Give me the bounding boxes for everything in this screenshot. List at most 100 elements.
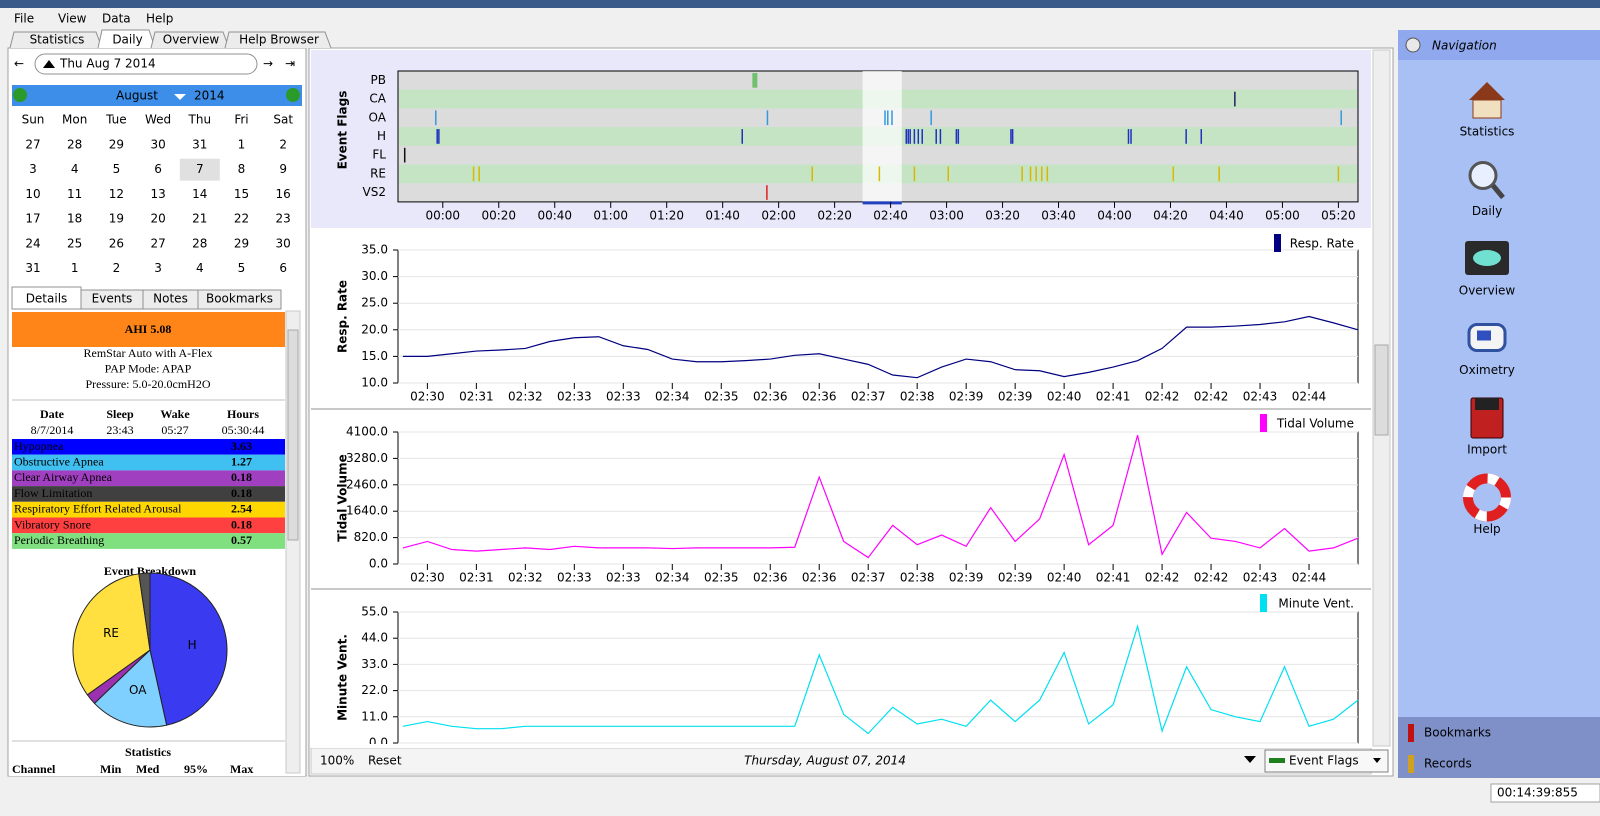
calendar-day[interactable]: 8 xyxy=(238,162,246,176)
nav-item[interactable]: Statistics xyxy=(1460,125,1515,139)
index-value: 1.27 xyxy=(231,454,252,468)
calendar-day[interactable]: 2 xyxy=(113,261,121,275)
selected-day[interactable] xyxy=(179,158,220,181)
y-tick-label: 1640.0 xyxy=(346,504,388,518)
subtab-label[interactable]: Events xyxy=(92,292,133,306)
calendar-day[interactable]: 3 xyxy=(29,162,37,176)
calendar-day[interactable]: 6 xyxy=(279,261,287,275)
date-box[interactable] xyxy=(34,53,258,75)
reset-button[interactable]: Reset xyxy=(368,754,402,768)
calendar-day[interactable]: 27 xyxy=(25,138,40,152)
icon-eye xyxy=(1473,250,1501,266)
ahi: AHI 5.08 xyxy=(125,322,172,336)
chart-title: Minute Vent. xyxy=(336,634,350,721)
zoom-label[interactable]: 100% xyxy=(320,754,354,768)
nav-last[interactable]: ⇥ xyxy=(285,57,295,71)
calendar-day[interactable]: 30 xyxy=(150,138,165,152)
calendar-day[interactable]: 5 xyxy=(238,261,246,275)
calendar-day[interactable]: 6 xyxy=(154,162,162,176)
menu-item[interactable]: Data xyxy=(102,12,131,26)
y-tick-label: 44.0 xyxy=(361,631,388,645)
calendar-day[interactable]: 24 xyxy=(25,236,40,250)
calendar-day[interactable]: 31 xyxy=(25,261,40,275)
nav-item[interactable]: Overview xyxy=(1459,284,1516,298)
calendar-day[interactable]: 27 xyxy=(150,236,165,250)
scroll-thumb[interactable] xyxy=(1374,344,1389,436)
dropdown[interactable] xyxy=(1264,749,1389,773)
calendar-day[interactable]: 31 xyxy=(192,138,207,152)
calendar-day[interactable]: 21 xyxy=(192,212,207,226)
date-text[interactable]: Thu Aug 7 2014 xyxy=(59,57,156,71)
nav-bottom-item[interactable]: Bookmarks xyxy=(1424,726,1491,740)
dropdown-arrow[interactable] xyxy=(1244,756,1256,763)
x-tick-label: 03:00 xyxy=(929,208,964,222)
calendar-day[interactable]: 15 xyxy=(234,187,249,201)
subtab-label[interactable]: Details xyxy=(26,292,68,306)
calendar-day[interactable]: 7 xyxy=(196,162,204,176)
calendar-day[interactable]: 17 xyxy=(25,212,40,226)
calendar-day[interactable]: 29 xyxy=(109,138,124,152)
calendar-day[interactable]: 20 xyxy=(150,212,165,226)
tab[interactable] xyxy=(9,31,103,49)
subtab-label[interactable]: Notes xyxy=(153,292,188,306)
nav-item[interactable]: Daily xyxy=(1472,204,1502,218)
calendar-day[interactable]: 14 xyxy=(192,187,207,201)
calendar-day[interactable]: 26 xyxy=(109,236,124,250)
tab-label[interactable]: Overview xyxy=(163,33,220,47)
summary-header: Hours xyxy=(227,407,259,421)
cal-prev[interactable] xyxy=(13,88,27,102)
calendar-day[interactable]: 16 xyxy=(276,187,291,201)
calendar-day[interactable]: 2 xyxy=(279,138,287,152)
summary-value: 23:43 xyxy=(106,423,133,437)
menu-item[interactable]: File xyxy=(14,12,34,26)
dropdown-label[interactable]: Event Flags xyxy=(1289,754,1359,768)
x-tick-label: 02:30 xyxy=(410,571,445,585)
y-tick-label: 0.0 xyxy=(369,557,388,571)
y-tick-label: 2460.0 xyxy=(346,477,388,491)
nav-item[interactable]: Oximetry xyxy=(1459,363,1515,377)
calendar-day[interactable]: 12 xyxy=(109,187,124,201)
tab[interactable] xyxy=(150,31,230,49)
index-name: Obstructive Apnea xyxy=(14,454,104,468)
nav-next[interactable]: → xyxy=(263,57,273,71)
calendar-day[interactable]: 25 xyxy=(67,236,82,250)
tab-label[interactable]: Statistics xyxy=(30,33,85,47)
nav-item[interactable]: Import xyxy=(1467,443,1507,457)
calendar-day[interactable]: 1 xyxy=(71,261,79,275)
nav-item[interactable]: Help xyxy=(1473,522,1500,536)
calendar-day[interactable]: 23 xyxy=(276,212,291,226)
subtab[interactable] xyxy=(197,289,282,310)
clock: 00:14:39:855 xyxy=(1497,786,1578,800)
x-tick-label: 05:00 xyxy=(1265,208,1300,222)
calendar-day[interactable]: 1 xyxy=(238,138,246,152)
selected-range[interactable] xyxy=(862,71,902,202)
calendar-day[interactable]: 4 xyxy=(71,162,79,176)
calendar-day[interactable]: 18 xyxy=(67,212,82,226)
tab[interactable] xyxy=(224,31,332,49)
tab-label[interactable]: Daily xyxy=(112,33,142,47)
details-scroll-thumb[interactable] xyxy=(287,329,299,541)
calendar-day[interactable]: 4 xyxy=(196,261,204,275)
calendar-day[interactable]: 30 xyxy=(276,236,291,250)
calendar-day[interactable]: 28 xyxy=(67,138,82,152)
nav-bottom-item[interactable]: Records xyxy=(1424,757,1472,771)
tab-label[interactable]: Help Browser xyxy=(239,33,319,47)
calendar-day[interactable]: 10 xyxy=(25,187,40,201)
tab[interactable] xyxy=(97,29,156,49)
calendar-day[interactable]: 11 xyxy=(67,187,82,201)
calendar-day[interactable]: 28 xyxy=(192,236,207,250)
calendar-day[interactable]: 5 xyxy=(113,162,121,176)
calendar-day[interactable]: 9 xyxy=(279,162,287,176)
cal-next[interactable] xyxy=(286,88,300,102)
subtab-label[interactable]: Bookmarks xyxy=(206,292,273,306)
calendar-day[interactable]: 19 xyxy=(109,212,124,226)
calendar-day[interactable]: 13 xyxy=(150,187,165,201)
calendar-year[interactable]: 2014 xyxy=(194,89,225,103)
calendar-day[interactable]: 3 xyxy=(154,261,162,275)
nav-prev[interactable]: ← xyxy=(14,57,24,71)
calendar-month[interactable]: August xyxy=(116,89,158,103)
menu-item[interactable]: View xyxy=(58,12,87,26)
calendar-day[interactable]: 22 xyxy=(234,212,249,226)
calendar-day[interactable]: 29 xyxy=(234,236,249,250)
menu-item[interactable]: Help xyxy=(146,12,173,26)
